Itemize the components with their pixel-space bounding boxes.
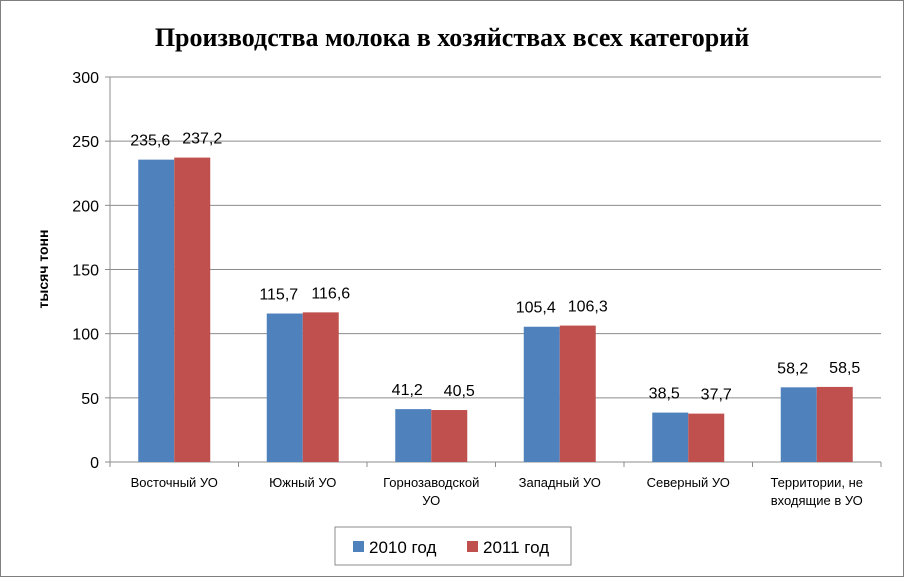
bar — [138, 159, 175, 462]
data-label: 116,6 — [311, 285, 350, 302]
x-category-label: Северный УО — [647, 475, 730, 490]
y-tick-label: 250 — [72, 134, 99, 151]
bar — [652, 412, 689, 462]
bar — [431, 410, 468, 462]
y-tick-label: 200 — [72, 198, 99, 215]
legend-label: 2010 год — [369, 538, 436, 557]
legend-swatch — [353, 541, 364, 552]
bar — [174, 157, 211, 463]
bar — [302, 312, 339, 462]
y-tick-label: 100 — [72, 327, 99, 344]
bar — [395, 409, 432, 462]
x-category-label: Горнозаводской УО — [383, 475, 479, 508]
legend-swatch — [467, 541, 478, 552]
bar — [816, 386, 853, 462]
x-axis: Восточный УО Южный УО Горнозаводской УО Запа… — [109, 461, 882, 508]
y-tick-label: 0 — [90, 455, 99, 472]
data-label: 237,2 — [182, 131, 222, 148]
data-label: 235,6 — [130, 133, 170, 150]
data-label: 37,7 — [701, 387, 732, 404]
x-category-label: Территории, не входящие в УО — [770, 475, 863, 508]
data-label: 40,5 — [444, 383, 475, 400]
chart-title: Производства молока в хозяйствах всех ка… — [155, 23, 749, 52]
x-category-label: Восточный УО — [131, 475, 218, 490]
x-category-label: Южный УО — [269, 475, 336, 490]
data-label: 106,3 — [568, 299, 608, 316]
y-axis: 0 50 100 150 200 250 300 — [72, 70, 111, 472]
data-label: 115,7 — [259, 287, 298, 304]
y-tick-label: 50 — [81, 391, 99, 408]
data-label: 105,4 — [516, 300, 556, 317]
data-label: 58,5 — [829, 360, 860, 377]
bar — [559, 325, 596, 462]
bar — [780, 387, 817, 462]
data-labels: 235,6 237,2 115,7 116,6 41,2 40,5 105,4 106,3 38… — [130, 131, 860, 404]
legend-box — [334, 526, 572, 566]
legend-label: 2011 год — [483, 538, 549, 557]
bar — [266, 313, 303, 462]
bar — [523, 326, 560, 462]
data-label: 41,2 — [392, 382, 423, 399]
bar — [688, 413, 725, 462]
data-label: 58,2 — [777, 360, 808, 377]
data-label: 38,5 — [649, 386, 680, 403]
y-tick-label: 150 — [72, 263, 99, 280]
x-category-label: Западный УО — [519, 475, 601, 490]
legend: 2010 год 2011 год — [334, 526, 572, 566]
bars — [138, 157, 853, 463]
y-axis-label: тысяч тонн — [35, 230, 51, 309]
gridlines — [110, 76, 881, 399]
y-tick-label: 300 — [72, 70, 99, 87]
